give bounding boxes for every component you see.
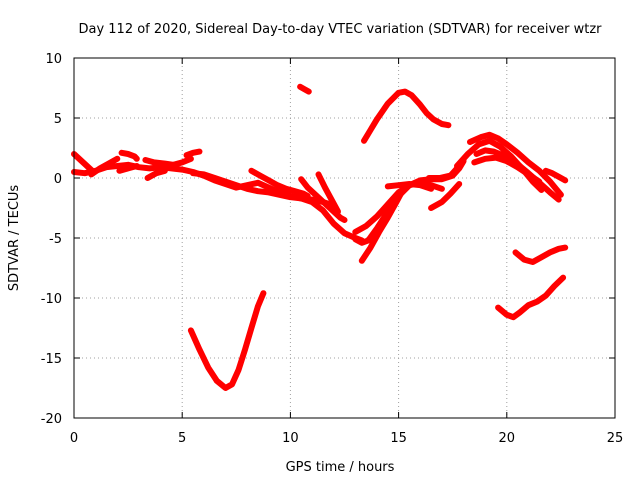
- x-tick-label: 25: [607, 431, 624, 446]
- y-tick-label: -20: [41, 412, 62, 427]
- series-arc-deep: [187, 290, 267, 391]
- series-arc-dip-b: [358, 187, 406, 264]
- axis-ticks: 0 5 10 15 20 25 -20 -15 -10 -5 0 5 10: [41, 52, 624, 446]
- grid-lines: [74, 58, 615, 418]
- series-arc-low: [495, 274, 567, 321]
- series-group: [71, 83, 569, 391]
- series-arc-dip-d: [384, 181, 435, 192]
- series-arc-upper: [361, 88, 452, 144]
- series-arc-low-b: [512, 244, 569, 265]
- y-axis-label: SDTVAR / TECUs: [7, 185, 22, 292]
- x-tick-label: 0: [70, 431, 78, 446]
- series-arc-afternoon-f: [471, 154, 543, 185]
- plot-frame: [73, 57, 616, 419]
- series-arc-early-d: [116, 163, 140, 174]
- x-tick-label: 10: [282, 431, 299, 446]
- y-tick-label: -10: [41, 292, 62, 307]
- series-arc-late: [542, 167, 569, 184]
- y-tick-label: -5: [49, 232, 62, 247]
- series-arc-morning-b: [144, 167, 168, 181]
- series-arc-mid-d: [315, 171, 341, 215]
- series-arc-afternoon-d: [467, 131, 564, 198]
- y-tick-label: 5: [54, 112, 62, 127]
- series-arc-early-b: [88, 155, 121, 178]
- series-arc-upper-small: [297, 83, 312, 95]
- series-arc-mid-c: [298, 176, 348, 223]
- series-arc-early-c: [118, 149, 140, 162]
- chart-title: Day 112 of 2020, Sidereal Day-to-day VTE…: [78, 22, 602, 37]
- series-arc-afternoon-b: [428, 181, 463, 211]
- x-tick-label: 15: [390, 431, 407, 446]
- x-tick-label: 20: [499, 431, 516, 446]
- y-tick-label: 10: [45, 52, 62, 67]
- series-arc-early-a: [71, 151, 97, 175]
- series-arc-mid-b: [248, 167, 311, 199]
- series-arc-mid-a: [190, 170, 337, 209]
- y-tick-label: 0: [54, 172, 62, 187]
- series-arc-morning-a: [142, 155, 194, 168]
- y-tick-label: -15: [41, 352, 62, 367]
- series-arc-dip-c: [352, 179, 445, 235]
- x-axis-label: GPS time / hours: [286, 460, 395, 475]
- x-tick-label: 5: [178, 431, 186, 446]
- series-arc-morning-c: [183, 148, 203, 159]
